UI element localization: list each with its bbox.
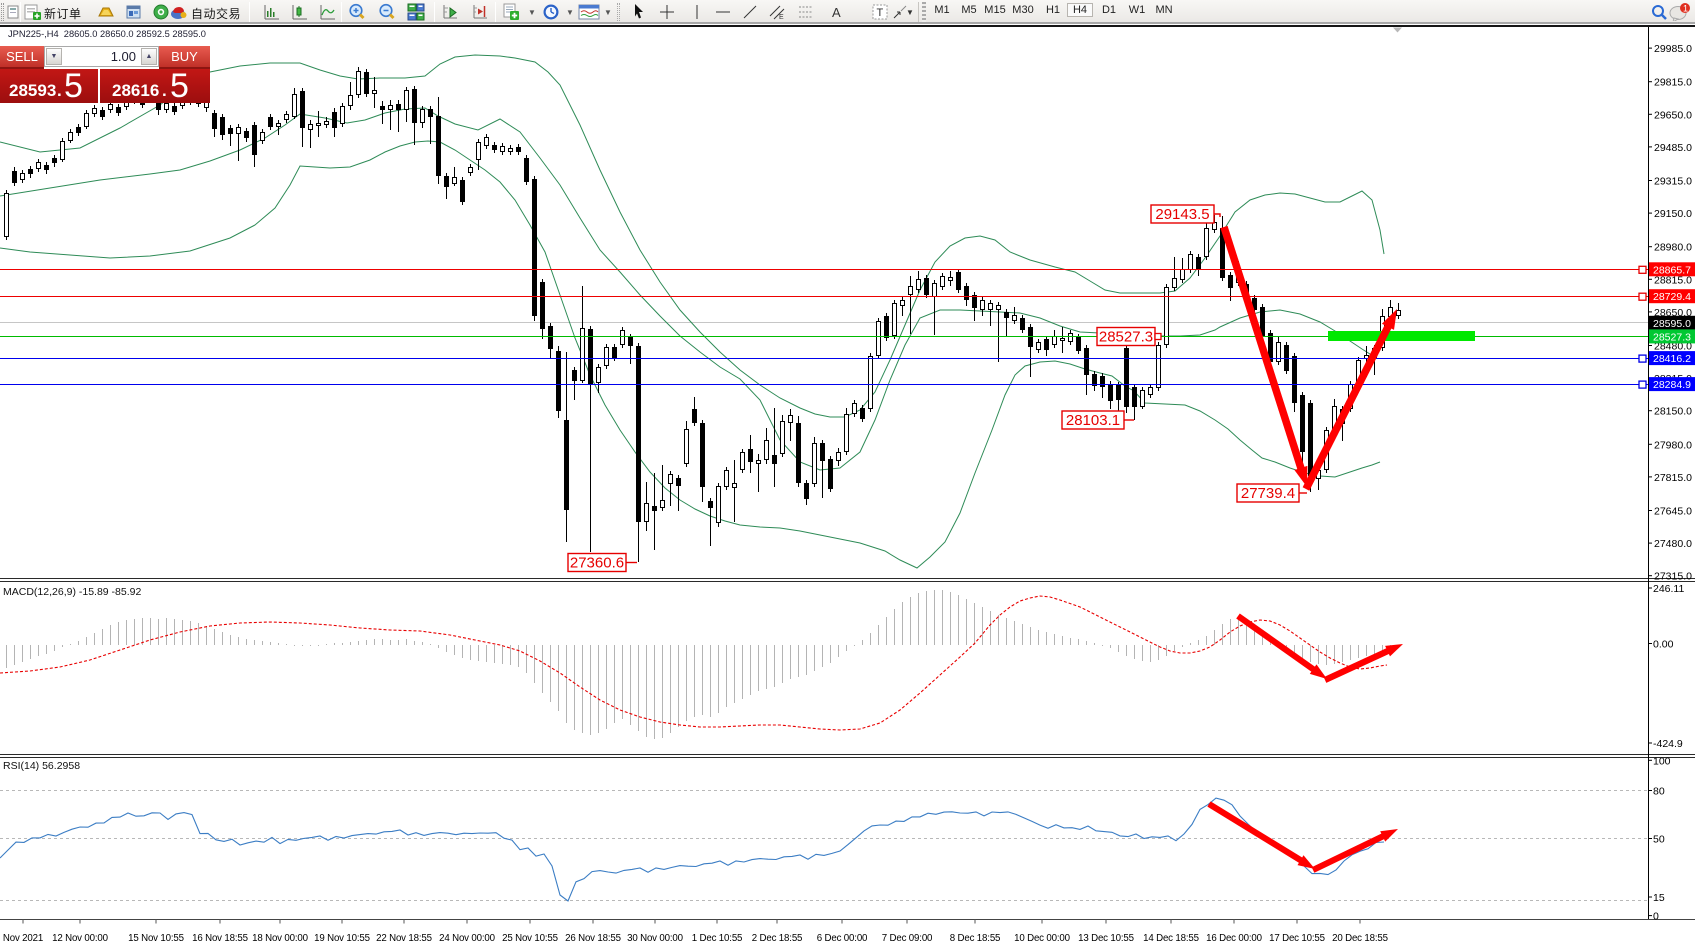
- svg-text:28595.0: 28595.0: [1653, 318, 1691, 330]
- svg-text:28865.7: 28865.7: [1653, 264, 1691, 276]
- svg-text:13 Dec 10:55: 13 Dec 10:55: [1078, 933, 1134, 944]
- svg-text:27315.0: 27315.0: [1654, 571, 1692, 583]
- svg-text:29315.0: 29315.0: [1654, 176, 1692, 188]
- svg-text:28103.1: 28103.1: [1066, 412, 1120, 429]
- svg-text:0: 0: [1653, 911, 1659, 923]
- svg-text:24 Nov 00:00: 24 Nov 00:00: [439, 933, 496, 944]
- svg-text:RSI(14) 56.2958: RSI(14) 56.2958: [3, 760, 80, 772]
- svg-text:E: E: [779, 14, 784, 21]
- svg-text:16 Dec 00:00: 16 Dec 00:00: [1206, 933, 1263, 944]
- svg-text:29815.0: 29815.0: [1654, 77, 1692, 89]
- svg-text:18 Nov 00:00: 18 Nov 00:00: [252, 933, 309, 944]
- svg-text:15: 15: [1653, 892, 1665, 904]
- svg-text:28284.9: 28284.9: [1653, 379, 1691, 391]
- svg-text:100: 100: [1653, 755, 1671, 767]
- svg-text:T: T: [877, 7, 884, 19]
- svg-text:28416.2: 28416.2: [1653, 353, 1691, 365]
- svg-text:19 Nov 10:55: 19 Nov 10:55: [314, 933, 370, 944]
- svg-text:27815.0: 27815.0: [1654, 472, 1692, 484]
- svg-text:28527.3: 28527.3: [1099, 329, 1153, 346]
- svg-text:16 Nov 18:55: 16 Nov 18:55: [192, 933, 248, 944]
- svg-text:17 Dec 10:55: 17 Dec 10:55: [1269, 933, 1325, 944]
- svg-text:50: 50: [1653, 834, 1665, 846]
- svg-text:30 Nov 00:00: 30 Nov 00:00: [627, 933, 684, 944]
- svg-text:28980.0: 28980.0: [1654, 242, 1692, 254]
- svg-text:6 Dec 00:00: 6 Dec 00:00: [817, 933, 868, 944]
- svg-text:27980.0: 27980.0: [1654, 439, 1692, 451]
- svg-text:MACD(12,26,9) -15.89 -85.92: MACD(12,26,9) -15.89 -85.92: [3, 586, 141, 598]
- svg-text:27360.6: 27360.6: [570, 555, 624, 572]
- svg-text:22 Nov 18:55: 22 Nov 18:55: [376, 933, 432, 944]
- svg-text:Nov 2021: Nov 2021: [3, 933, 43, 944]
- svg-text:14 Dec 18:55: 14 Dec 18:55: [1143, 933, 1199, 944]
- svg-text:26 Nov 18:55: 26 Nov 18:55: [565, 933, 621, 944]
- svg-text:246.11: 246.11: [1653, 583, 1684, 595]
- svg-text:27645.0: 27645.0: [1654, 506, 1692, 518]
- svg-text:27739.4: 27739.4: [1241, 485, 1295, 502]
- svg-text:8 Dec 18:55: 8 Dec 18:55: [950, 933, 1001, 944]
- svg-text:1: 1: [1683, 4, 1688, 14]
- svg-text:1 Dec 10:55: 1 Dec 10:55: [692, 933, 743, 944]
- svg-text:29650.0: 29650.0: [1654, 109, 1692, 121]
- svg-text:29143.5: 29143.5: [1155, 206, 1209, 223]
- svg-text:28729.4: 28729.4: [1653, 291, 1691, 303]
- svg-text:0.00: 0.00: [1653, 639, 1674, 651]
- svg-text:10 Dec 00:00: 10 Dec 00:00: [1014, 933, 1071, 944]
- svg-text:20 Dec 18:55: 20 Dec 18:55: [1332, 933, 1388, 944]
- svg-text:12 Nov 00:00: 12 Nov 00:00: [52, 933, 109, 944]
- svg-text:29150.0: 29150.0: [1654, 208, 1692, 220]
- svg-text:27480.0: 27480.0: [1654, 538, 1692, 550]
- svg-text:25 Nov 10:55: 25 Nov 10:55: [502, 933, 558, 944]
- svg-text:28815.0: 28815.0: [1654, 274, 1692, 286]
- svg-text:80: 80: [1653, 786, 1665, 798]
- svg-text:-424.9: -424.9: [1653, 738, 1683, 750]
- svg-text:28150.0: 28150.0: [1654, 406, 1692, 418]
- svg-text:28480.0: 28480.0: [1654, 341, 1692, 353]
- svg-text:2 Dec 18:55: 2 Dec 18:55: [752, 933, 803, 944]
- svg-text:29485.0: 29485.0: [1654, 142, 1692, 154]
- svg-text:29985.0: 29985.0: [1654, 43, 1692, 55]
- svg-text:28527.3: 28527.3: [1653, 331, 1691, 343]
- svg-text:7 Dec 09:00: 7 Dec 09:00: [882, 933, 933, 944]
- svg-text:15 Nov 10:55: 15 Nov 10:55: [128, 933, 184, 944]
